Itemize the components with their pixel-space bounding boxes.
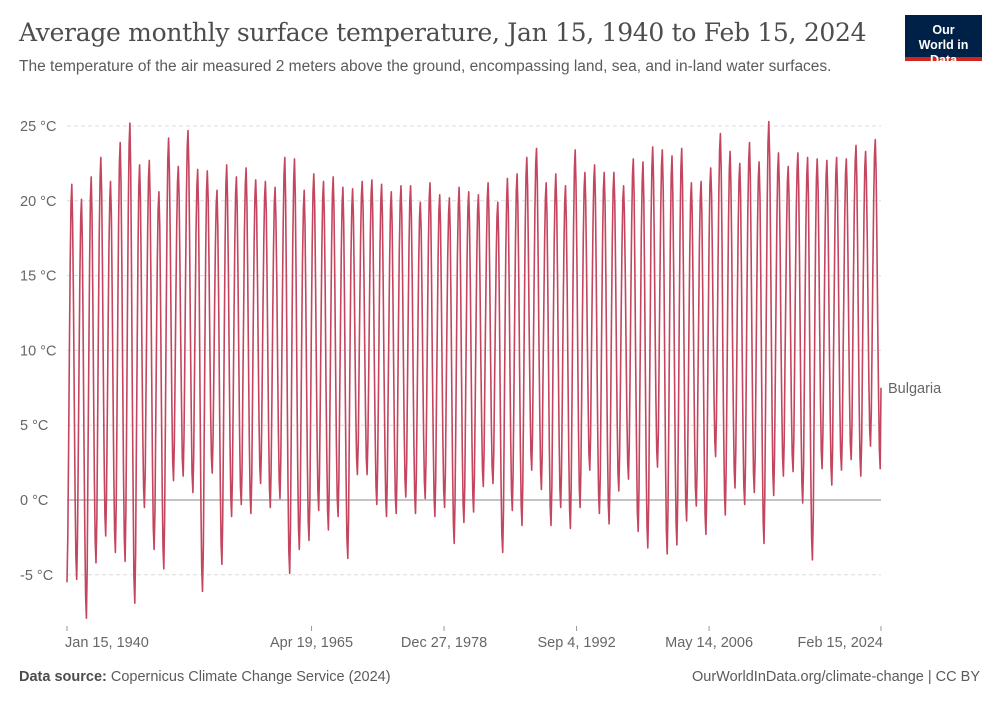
series-label-bulgaria[interactable]: Bulgaria [888,381,942,397]
data-source: Data source: Copernicus Climate Change S… [19,669,391,685]
x-tick-label: Apr 19, 1965 [270,635,353,651]
logo-text: Our World in Data [918,23,969,67]
y-tick-label: -5 °C [20,568,53,584]
y-tick-label: 10 °C [20,343,56,359]
chart-title: Average monthly surface temperature, Jan… [19,18,867,47]
x-tick-label: Dec 27, 1978 [401,635,487,651]
x-tick-label: May 14, 2006 [665,635,753,651]
footer-link[interactable]: OurWorldInData.org/climate-change | CC B… [692,669,980,685]
x-tick-label: Feb 15, 2024 [798,635,883,651]
x-tick-label: Jan 15, 1940 [65,635,149,651]
y-tick-label: 15 °C [20,269,56,285]
data-source-text: Copernicus Climate Change Service (2024) [110,669,391,685]
y-tick-label: 25 °C [20,119,56,135]
y-tick-label: 20 °C [20,194,56,210]
chart-subtitle: The temperature of the air measured 2 me… [19,58,832,75]
y-tick-label: 5 °C [20,418,48,434]
x-tick-label: Sep 4, 1992 [537,635,615,651]
series-line-bulgaria[interactable] [66,120,882,619]
y-tick-label: 0 °C [20,493,48,509]
owid-logo[interactable]: Our World in Data [905,15,982,67]
data-source-label: Data source: [19,669,107,685]
